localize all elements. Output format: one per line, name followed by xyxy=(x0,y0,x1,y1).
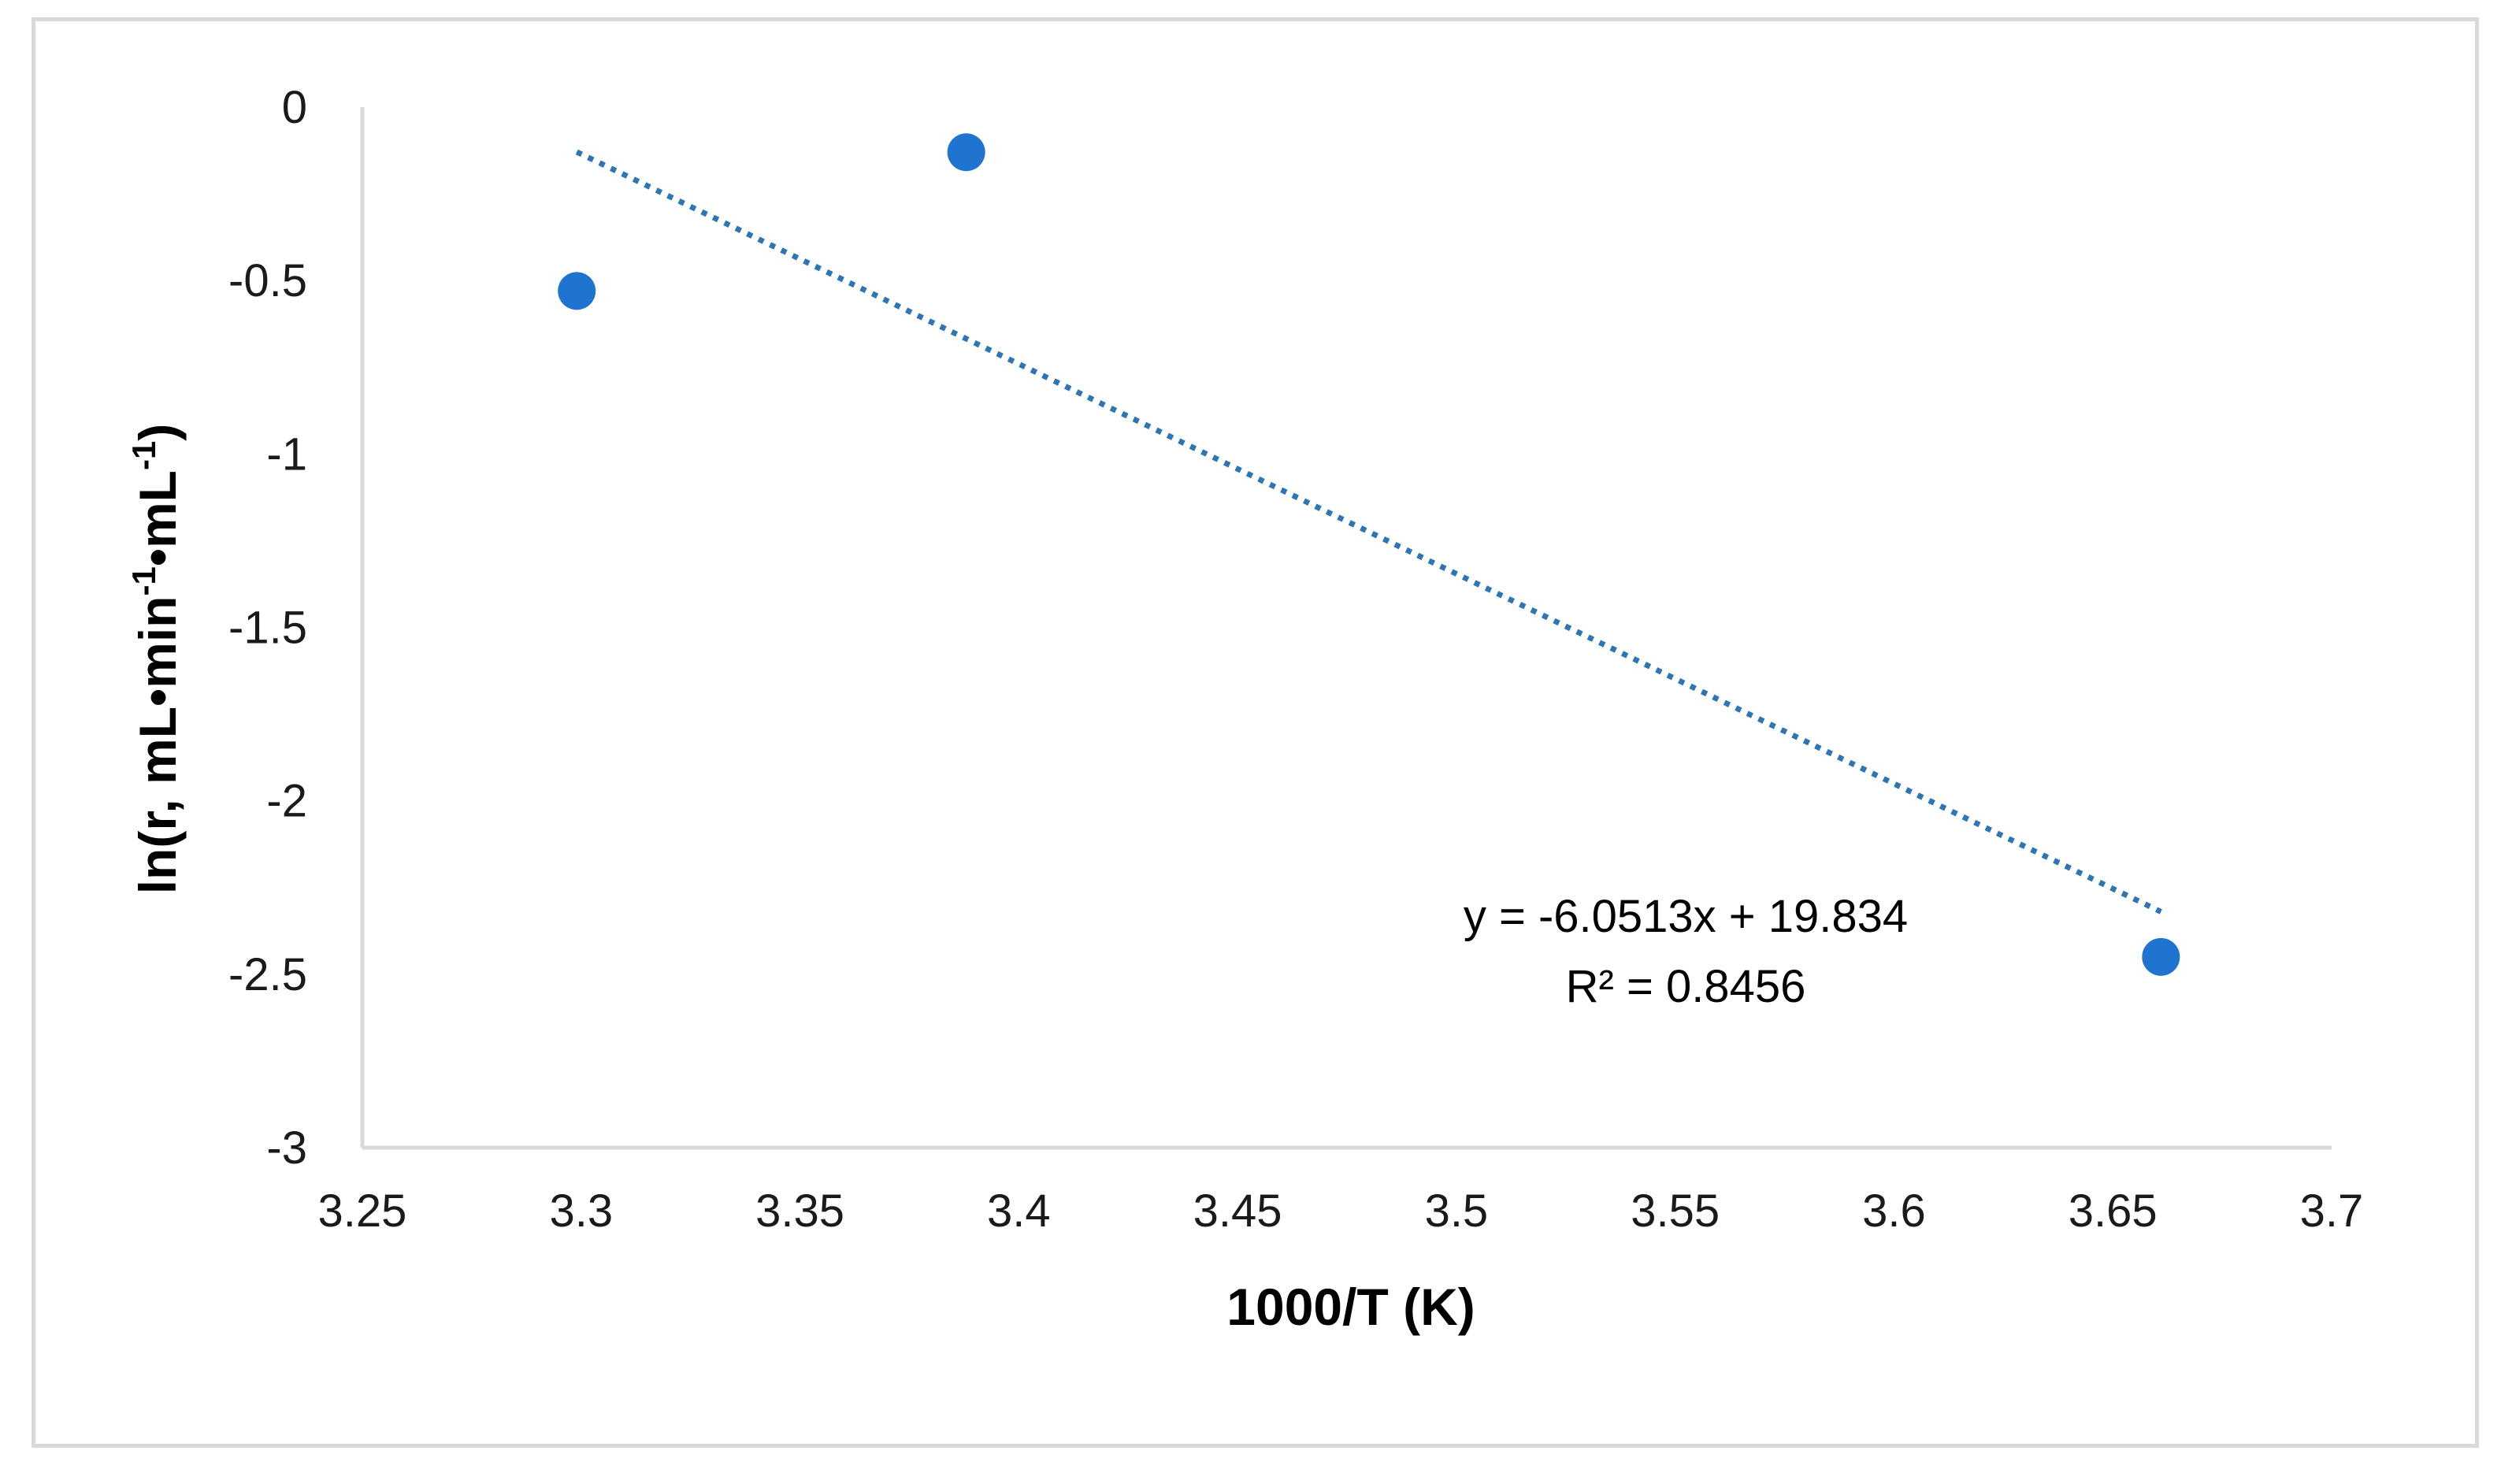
y-axis-title-sup-1: -1 xyxy=(125,566,162,595)
y-axis-title-end: ) xyxy=(128,424,187,441)
trendline-r-squared: R² = 0.8456 xyxy=(1566,961,1806,1012)
x-tick-label: 3.4 xyxy=(987,1185,1051,1237)
chart-area: 0 -0.5 -1 -1.5 -2 -2.5 -3 3.25 3.3 3.35 3.4 3.45 3.… xyxy=(32,17,2479,1448)
x-tick-label: 3.6 xyxy=(1862,1185,1926,1237)
x-tick-label: 3.55 xyxy=(1631,1185,1720,1237)
y-axis-title-sup-2: -1 xyxy=(125,441,162,470)
y-tick-label: -3 xyxy=(266,1122,307,1174)
y-tick-label: -0.5 xyxy=(228,255,307,306)
data-point xyxy=(558,272,596,310)
x-axis-title: 1000/T (K) xyxy=(1226,1278,1475,1336)
trendline xyxy=(575,149,2162,915)
y-axis-title-base: ln(r, mL•min xyxy=(128,596,187,895)
x-tick-label: 3.5 xyxy=(1425,1185,1489,1237)
axes xyxy=(360,107,2332,1150)
y-tick-label: -2 xyxy=(266,776,307,827)
y-tick-label: -1.5 xyxy=(228,603,307,654)
y-tick-label: -1 xyxy=(266,429,307,480)
x-tick-label: 3.65 xyxy=(2069,1185,2158,1237)
x-tick-label: 3.3 xyxy=(549,1185,613,1237)
x-tick-label: 3.35 xyxy=(755,1185,844,1237)
x-tick-label: 3.25 xyxy=(318,1185,407,1237)
y-axis-title-mid: •mL xyxy=(128,470,187,566)
data-points xyxy=(558,133,2180,976)
x-tick-label: 3.7 xyxy=(2300,1185,2364,1237)
data-point xyxy=(947,133,985,172)
y-axis-ticks: 0 -0.5 -1 -1.5 -2 -2.5 -3 xyxy=(228,82,307,1174)
y-tick-label: -2.5 xyxy=(228,949,307,1000)
trendline-group xyxy=(575,149,2162,915)
data-point xyxy=(2142,937,2180,976)
scatter-chart: 0-0.5-1-1.5-2-2.5-3 3.25 3.3 3.35 3.4 3.45 3.… xyxy=(125,82,2364,1336)
trendline-equation: y = -6.0513x + 19.834 xyxy=(1464,891,1908,942)
y-tick-label: 0 xyxy=(282,82,307,133)
y-axis-title: ln(r, mL•min-1•mL-1) xyxy=(125,424,187,895)
x-tick-label: 3.45 xyxy=(1193,1185,1282,1237)
x-axis-ticks: 3.25 3.3 3.35 3.4 3.45 3.5 3.55 3.6 3.65 3.7 xyxy=(318,1185,2364,1237)
